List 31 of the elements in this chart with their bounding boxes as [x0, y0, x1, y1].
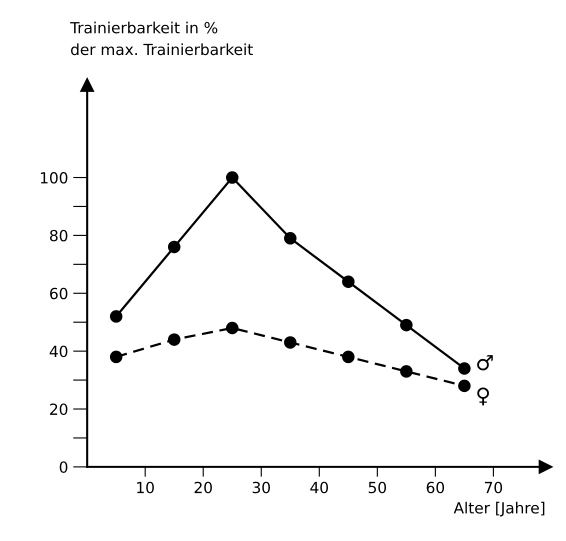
y-tick-label: 60: [50, 288, 68, 300]
point: [342, 350, 355, 364]
y-axis-title: Trainierbarkeit in % der max. Trainierbarkeit: [70, 22, 253, 56]
x-tick-label: 20: [194, 482, 212, 494]
y-tick-label: 100: [40, 172, 68, 184]
point: [342, 275, 355, 288]
point: [226, 171, 238, 184]
x-tick-label: 30: [252, 482, 270, 494]
point: [110, 310, 122, 323]
point: [284, 336, 297, 349]
point: [400, 365, 413, 378]
series-label: ♂: [477, 355, 493, 370]
y-tick-label: 20: [50, 403, 68, 416]
point: [458, 362, 471, 375]
point: [458, 380, 471, 392]
y-tick-label: 40: [50, 346, 68, 358]
point: [284, 232, 297, 245]
point: [400, 318, 413, 332]
x-tick-label: 60: [426, 482, 444, 494]
point: [168, 333, 180, 346]
y-tick-label: 0: [60, 461, 68, 473]
x-tick-label: 10: [137, 482, 154, 494]
x-tick-label: 50: [368, 482, 386, 494]
x-tick-label: 40: [310, 482, 328, 494]
point: [110, 350, 122, 364]
x-tick-label: 70: [484, 482, 502, 494]
x-axis-title: Alter [Jahre]: [454, 502, 544, 516]
y-tick-label: 80: [50, 230, 68, 242]
series-label: ♀: [477, 387, 489, 406]
point: [168, 240, 180, 254]
point: [226, 322, 238, 334]
